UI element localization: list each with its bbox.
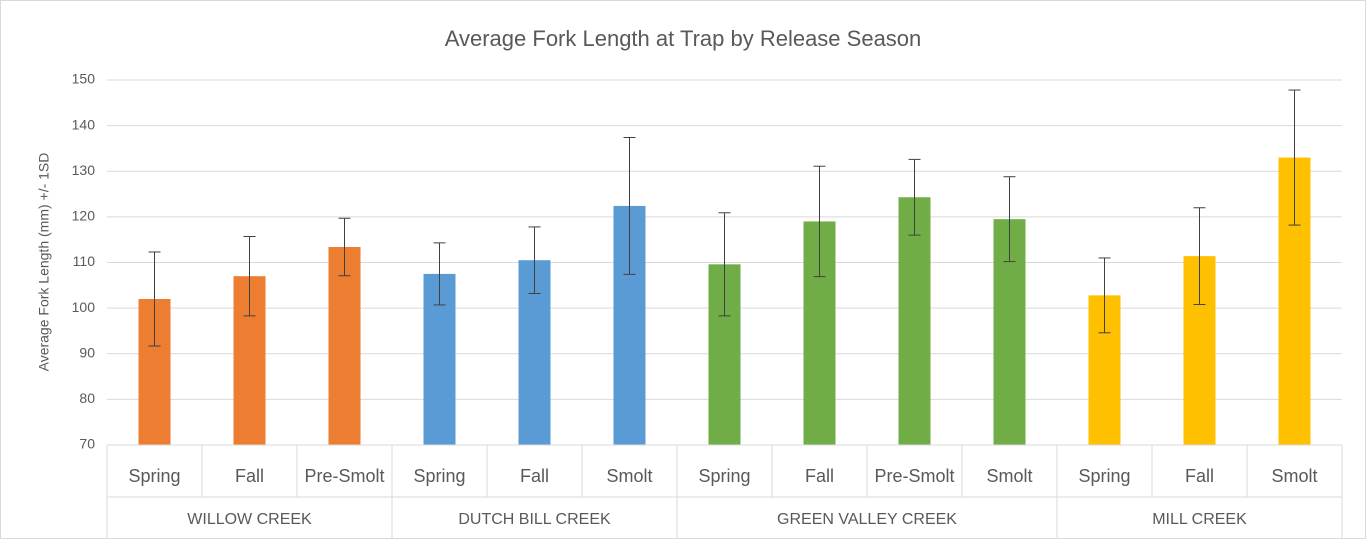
group-label: GREEN VALLEY CREEK bbox=[777, 511, 957, 528]
chart-title: Average Fork Length at Trap by Release S… bbox=[445, 26, 922, 51]
y-tick-label: 90 bbox=[79, 344, 95, 360]
x-tick-label: Pre-Smolt bbox=[874, 466, 954, 486]
y-tick-label: 70 bbox=[79, 436, 95, 452]
x-tick-label: Spring bbox=[1078, 466, 1130, 486]
y-axis-title: Average Fork Length (mm) +/- 1SD bbox=[36, 153, 52, 372]
x-tick-label: Spring bbox=[413, 466, 465, 486]
x-tick-label: Pre-Smolt bbox=[304, 466, 384, 486]
x-tick-label: Smolt bbox=[606, 466, 652, 486]
group-label: DUTCH BILL CREEK bbox=[458, 511, 611, 528]
x-tick-label: Fall bbox=[1185, 466, 1214, 486]
y-tick-label: 110 bbox=[73, 253, 96, 269]
x-tick-label: Fall bbox=[520, 466, 549, 486]
x-tick-label: Spring bbox=[128, 466, 180, 486]
y-tick-label: 150 bbox=[72, 71, 96, 87]
y-tick-label: 130 bbox=[72, 162, 96, 178]
y-tick-label: 120 bbox=[72, 208, 96, 224]
bar bbox=[898, 197, 931, 445]
group-label: MILL CREEK bbox=[1152, 511, 1247, 528]
x-tick-label: Fall bbox=[805, 466, 834, 486]
x-tick-label: Smolt bbox=[1271, 466, 1317, 486]
bar bbox=[328, 246, 361, 445]
y-tick-label: 80 bbox=[79, 390, 95, 406]
y-tick-label: 100 bbox=[72, 299, 96, 315]
group-label: WILLOW CREEK bbox=[187, 511, 312, 528]
x-tick-label: Fall bbox=[235, 466, 264, 486]
y-tick-label: 140 bbox=[72, 116, 96, 132]
x-tick-label: Spring bbox=[698, 466, 750, 486]
x-tick-label: Smolt bbox=[986, 466, 1032, 486]
